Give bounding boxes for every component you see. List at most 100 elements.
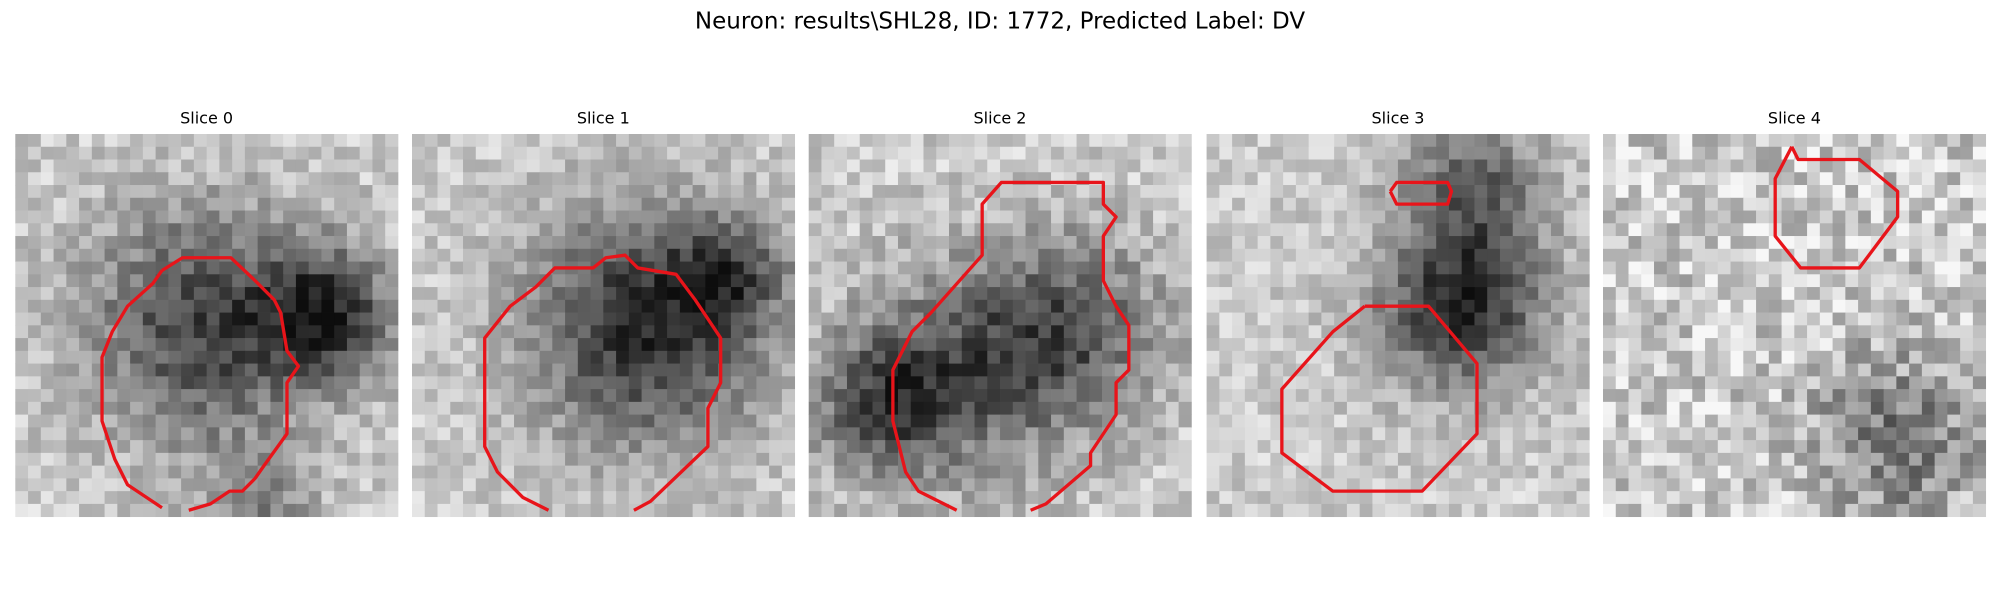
pixel — [1781, 363, 1795, 377]
pixel — [1102, 440, 1116, 454]
pixel — [1921, 197, 1936, 211]
pixel — [1730, 452, 1744, 467]
pixel — [641, 427, 655, 441]
pixel — [130, 465, 144, 479]
pixel — [79, 261, 93, 275]
pixel — [1474, 440, 1488, 454]
pixel — [1717, 210, 1731, 224]
pixel — [667, 210, 681, 224]
pixel — [1359, 146, 1373, 160]
pixel — [961, 452, 975, 467]
pixel — [692, 350, 706, 364]
pixel — [987, 236, 1001, 250]
pixel — [1730, 325, 1744, 339]
pixel — [1178, 325, 1192, 339]
pixel — [1283, 325, 1297, 339]
pixel — [565, 236, 579, 250]
pixel — [463, 236, 477, 250]
pixel — [359, 452, 373, 467]
pixel — [923, 427, 937, 441]
pixel — [821, 134, 835, 148]
pixel — [577, 478, 591, 492]
pixel — [897, 197, 912, 211]
pixel — [1025, 287, 1039, 301]
pixel — [1947, 134, 1961, 148]
pixel — [1283, 312, 1297, 326]
pixel — [91, 312, 105, 326]
pixel — [1832, 236, 1846, 250]
pixel — [1448, 299, 1463, 313]
pixel — [1870, 287, 1884, 301]
pixel — [667, 363, 681, 377]
pixel — [616, 172, 630, 186]
pixel — [514, 350, 528, 364]
pixel — [1232, 414, 1246, 428]
pixel — [1679, 261, 1693, 275]
pixel — [15, 299, 29, 313]
pixel — [155, 478, 169, 492]
pixel — [1397, 376, 1412, 390]
pixel — [1153, 401, 1167, 415]
pixel — [910, 465, 924, 479]
pixel — [1295, 185, 1310, 199]
pixel — [936, 503, 950, 518]
pixel — [501, 223, 515, 237]
pixel — [552, 236, 566, 250]
pixel — [424, 134, 438, 148]
pixel — [1102, 452, 1116, 467]
pixel — [897, 312, 912, 326]
pixel — [885, 338, 899, 352]
pixel — [1896, 223, 1910, 237]
pixel — [679, 401, 693, 415]
pixel — [1448, 134, 1463, 148]
pixel — [1474, 287, 1488, 301]
pixel — [193, 146, 208, 160]
pixel — [1525, 363, 1539, 377]
pixel — [1025, 185, 1039, 199]
pixel — [872, 197, 886, 211]
pixel — [654, 338, 668, 352]
pixel — [1934, 172, 1948, 186]
pixel — [1525, 325, 1539, 339]
pixel — [232, 223, 246, 237]
pixel — [603, 299, 617, 313]
pixel — [1756, 338, 1770, 352]
pixel — [654, 210, 668, 224]
pixel — [526, 338, 540, 352]
pixel — [590, 287, 604, 301]
pixel — [1219, 134, 1233, 148]
pixel — [1705, 236, 1719, 250]
pixel — [1000, 274, 1014, 288]
pixel — [1921, 210, 1936, 224]
pixel — [1165, 172, 1179, 186]
pixel — [1717, 503, 1731, 518]
pixel — [437, 248, 451, 262]
pixel — [1359, 427, 1373, 441]
pixel — [270, 363, 284, 377]
pixel — [1538, 389, 1552, 403]
pixel — [1244, 197, 1259, 211]
pixel — [1807, 299, 1821, 313]
pixel — [1499, 134, 1514, 148]
pixel — [1334, 363, 1348, 377]
pixel — [1063, 236, 1077, 250]
pixel — [1525, 427, 1539, 441]
pixel — [437, 414, 451, 428]
pixel — [897, 159, 912, 173]
pixel — [450, 299, 464, 313]
pixel — [15, 312, 29, 326]
pixel — [885, 350, 899, 364]
pixel — [603, 185, 617, 199]
pixel — [412, 491, 426, 505]
pixel — [40, 248, 54, 262]
pixel — [1563, 159, 1577, 173]
pixel — [1461, 287, 1475, 301]
pixel — [923, 210, 937, 224]
pixel — [181, 236, 195, 250]
pixel — [501, 491, 515, 505]
pixel — [463, 287, 477, 301]
pixel — [488, 159, 502, 173]
pixel — [769, 210, 783, 224]
pixel — [1165, 503, 1179, 518]
pixel — [1012, 210, 1026, 224]
